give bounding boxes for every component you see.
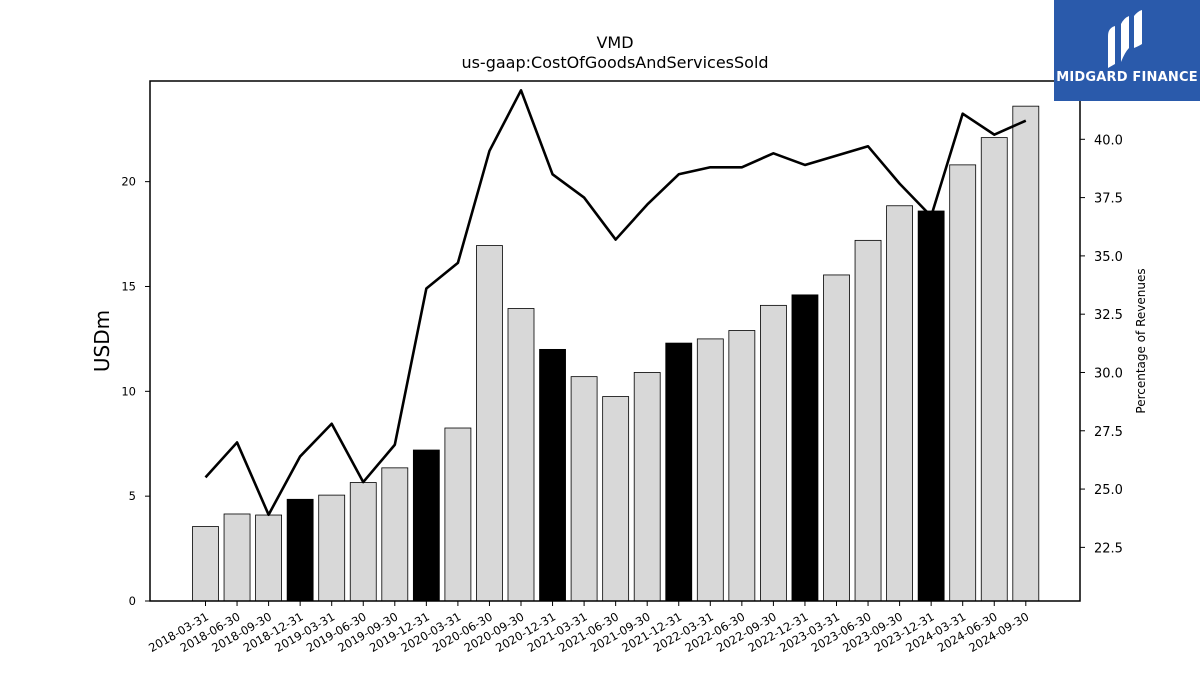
line-group — [204, 89, 1027, 517]
right-axis: 22.5 25.0 27.5 30.0 32.5 35.0 37.5 40.0 — [1080, 133, 1123, 556]
bar-2019-06-30 — [349, 482, 377, 602]
y2-tick-label: 25.0 — [1094, 483, 1123, 498]
bar-2020-12-31 — [539, 348, 566, 602]
bar-2020-06-30 — [476, 245, 503, 602]
plot-frame — [149, 80, 1081, 602]
chart-subtitle: us-gaap:CostOfGoodsAndServicesSold — [461, 53, 768, 72]
y2-tick-label: 40.0 — [1094, 133, 1123, 148]
midgard-logo-icon — [1108, 10, 1142, 68]
y-tick-label: 0 — [129, 594, 136, 608]
bar-2019-03-31 — [318, 494, 346, 602]
bar-2024-09-30 — [1012, 105, 1040, 602]
y2-axis-label: Percentage of Revenues — [1134, 268, 1148, 413]
brand-logo: MIDGARD FINANCE — [1054, 0, 1200, 101]
bar-2019-12-31 — [412, 449, 440, 602]
y-axis-label: USDm — [90, 310, 114, 372]
bar-2021-06-30 — [602, 396, 630, 602]
y2-tick-label: 27.5 — [1094, 425, 1123, 440]
bars-group — [192, 105, 1040, 602]
y-tick-label: 15 — [121, 279, 136, 293]
y2-tick-label: 22.5 — [1094, 541, 1123, 556]
bar-2023-06-30 — [854, 239, 882, 602]
bar-2019-09-30 — [381, 467, 409, 602]
left-axis: 0 5 10 15 20 — [121, 175, 150, 608]
percentage-line — [204, 89, 1027, 517]
bar-2022-03-31 — [696, 338, 724, 602]
chart-title: VMD — [596, 33, 633, 52]
bar-2018-09-30 — [255, 514, 283, 602]
bar-2023-03-31 — [823, 274, 850, 602]
brand-name: MIDGARD FINANCE — [1056, 70, 1198, 85]
bar-2021-09-30 — [633, 372, 661, 602]
bar-2018-03-31 — [192, 526, 219, 602]
bar-2021-03-31 — [570, 376, 598, 602]
y2-tick-label: 37.5 — [1094, 192, 1123, 207]
bar-2023-09-30 — [886, 205, 913, 602]
y2-tick-label: 32.5 — [1094, 308, 1123, 323]
bar-2021-12-31 — [665, 342, 693, 602]
bar-2022-06-30 — [728, 330, 756, 602]
y-tick-label: 20 — [121, 175, 136, 189]
bar-2022-12-31 — [791, 294, 819, 602]
bar-2018-12-31 — [286, 498, 314, 602]
y2-tick-label: 35.0 — [1094, 250, 1123, 265]
y-tick-label: 5 — [129, 489, 136, 503]
y-tick-label: 10 — [121, 384, 136, 398]
bar-2020-09-30 — [507, 308, 535, 602]
bar-2024-03-31 — [949, 164, 977, 602]
x-axis: 2018-03-312018-06-302018-09-302018-12-31… — [146, 601, 1031, 655]
bar-2020-03-31 — [444, 427, 472, 602]
bar-2023-12-31 — [917, 210, 945, 602]
y2-tick-label: 30.0 — [1094, 366, 1123, 381]
bar-2024-06-30 — [980, 137, 1008, 602]
bar-2022-09-30 — [760, 304, 787, 602]
bar-2018-06-30 — [223, 513, 251, 602]
